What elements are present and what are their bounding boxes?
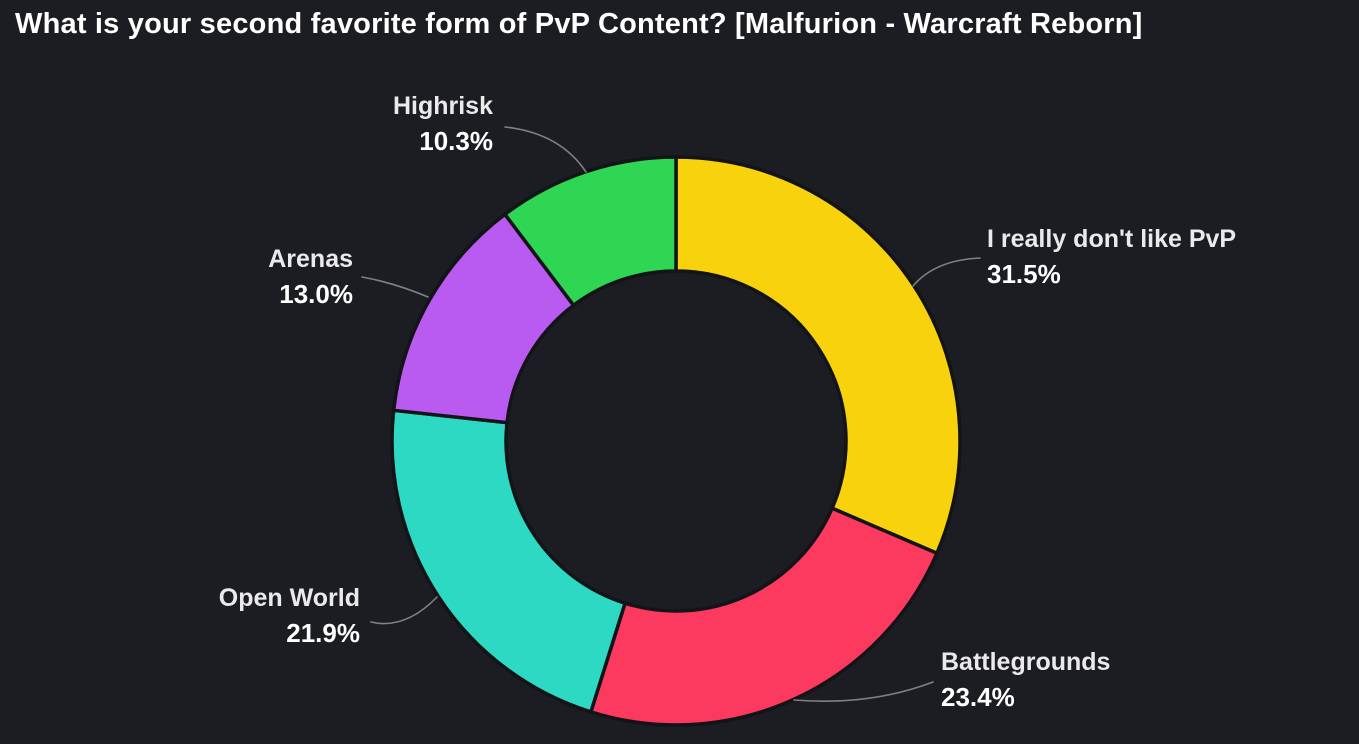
slice-percent-text: 10.3%: [419, 126, 493, 156]
slice-label-text: I really don't like PvP: [987, 225, 1237, 253]
leader-line-1: [793, 681, 934, 702]
slice-percent-text: 13.0%: [279, 279, 353, 309]
leader-line-3: [361, 276, 429, 298]
slice-label-text: Open World: [218, 584, 360, 612]
pie-slice-0[interactable]: [674, 155, 962, 556]
slice-label-arenas: Arenas 13.0%: [103, 242, 353, 312]
chart-title: What is your second favorite form of PvP…: [15, 8, 1143, 40]
pie-slice-2[interactable]: [390, 408, 627, 714]
slice-label-text: Highrisk: [392, 92, 493, 120]
leader-line-0: [912, 257, 981, 287]
slice-label-text: Arenas: [268, 245, 353, 273]
slice-label-battlegrounds: Battlegrounds 23.4%: [941, 645, 1110, 715]
pie-slice-1[interactable]: [589, 506, 939, 727]
slice-percent-text: 23.4%: [941, 682, 1015, 712]
leader-line-2: [370, 596, 438, 625]
pie-slice-4[interactable]: [503, 155, 678, 308]
slice-percent-text: 21.9%: [286, 618, 360, 648]
slice-label-text: Battlegrounds: [941, 648, 1111, 676]
leader-line-4: [504, 126, 587, 173]
slice-percent-text: 31.5%: [987, 259, 1061, 289]
slice-label-i-really-dont-like-pvp: I really don't like PvP 31.5%: [987, 222, 1236, 292]
slice-label-open-world: Open World 21.9%: [110, 581, 360, 651]
slice-label-highrisk: Highrisk 10.3%: [243, 89, 493, 159]
